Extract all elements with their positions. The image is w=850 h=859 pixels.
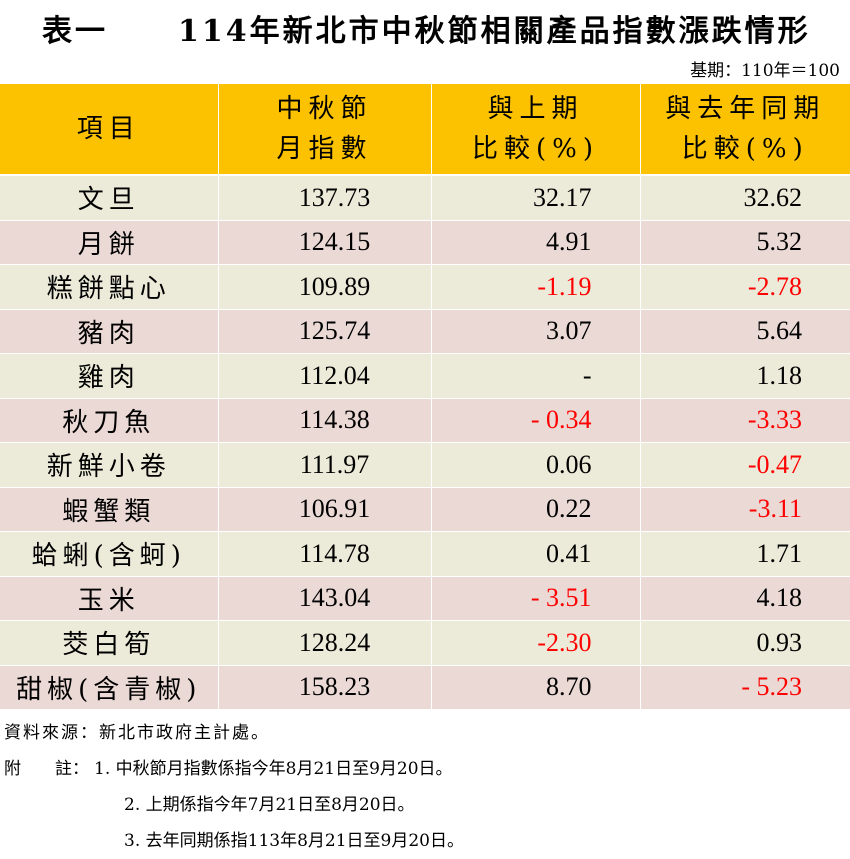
header-row: 項目 中秋節 月指數 與上期 比較(%) 與去年同期 比較(%) [0,84,850,175]
cell-yoy-change: 5.32 [639,219,850,265]
cell-yoy-change: 0.93 [639,620,850,665]
source-note: 資料來源：新北市政府主計處。 [4,723,270,743]
table-row: 蛤蜊(含蚵) 114.78 0.41 1.71 [0,531,850,576]
cell-prev-change: - [430,353,640,398]
cell-prev-change: 32.17 [430,174,640,220]
header-yoy-line2: 比較(%) [681,134,809,164]
header-index-line2: 月指數 [276,134,373,164]
cell-item: 玉米 [0,575,218,621]
table-row: 蝦蟹類 106.91 0.22 -3.11 [0,486,850,532]
table-row: 新鮮小卷 111.97 0.06 -0.47 [0,442,850,487]
cell-prev-change: 0.06 [430,442,640,487]
table-row: 茭白筍 128.24 -2.30 0.93 [0,620,850,665]
cell-prev-change: -1.19 [430,264,640,309]
cell-yoy-change: 1.71 [639,531,850,576]
cell-index: 137.73 [217,174,431,220]
price-index-table: 項目 中秋節 月指數 與上期 比較(%) 與去年同期 比較(%) 文旦 137.7… [0,84,850,709]
header-index-line1: 中秋節 [276,94,373,124]
cell-yoy-change: -3.11 [639,486,850,532]
cell-index: 114.78 [217,531,431,576]
cell-yoy-change: -3.33 [639,397,850,443]
cell-item: 蛤蜊(含蚵) [0,531,218,576]
table-row: 豬肉 125.74 3.07 5.64 [0,308,850,354]
cell-index: 109.89 [217,264,431,309]
table-row: 甜椒(含青椒) 158.23 8.70- 5.23 [0,664,850,709]
cell-yoy-change: -0.47 [639,442,850,487]
header-prev-line2: 比較(%) [472,134,599,164]
cell-index: 124.15 [217,219,431,265]
footnotes: 資料來源：新北市政府主計處。 附 註： 1. 中秋節月指數係指今年8月21日至9月… [4,715,464,859]
header-prev: 與上期 比較(%) [430,84,640,175]
cell-item: 月餅 [0,219,218,265]
table-row: 文旦 137.73 32.17 32.62 [0,174,850,220]
cell-index: 111.97 [217,442,431,487]
cell-index: 125.74 [217,308,431,354]
table-row: 月餅 124.15 4.91 5.32 [0,219,850,265]
table-number: 表一 [42,14,108,49]
base-period-note: 基期：110年＝100 [690,61,840,81]
cell-item: 新鮮小卷 [0,442,218,487]
footnote-label: 附 註： [4,759,89,779]
table-title: 表一 114年新北市中秋節相關產品指數漲跌情形 [0,6,850,49]
table-row: 秋刀魚 114.38- 0.34 -3.33 [0,397,850,443]
cell-item: 糕餅點心 [0,264,218,309]
footnote-1: 附 註： 1. 中秋節月指數係指今年8月21日至9月20日。 [4,751,464,787]
header-item: 項目 [0,84,218,175]
table-row: 雞肉 112.04-1.18 [0,353,850,398]
cell-prev-change: 3.07 [430,308,640,354]
table-row: 玉米 143.04- 3.51 4.18 [0,575,850,621]
cell-index: 128.24 [217,620,431,665]
cell-item: 蝦蟹類 [0,486,218,532]
cell-item: 雞肉 [0,353,218,398]
footnote-2-text: 2. 上期係指今年7月21日至8月20日。 [124,795,415,815]
cell-index: 114.38 [217,397,431,443]
cell-item: 文旦 [0,174,218,220]
footnote-1-text: 1. 中秋節月指數係指今年8月21日至9月20日。 [94,759,453,779]
table-title-text: 114年新北市中秋節相關產品指數漲跌情形 [178,14,811,49]
cell-prev-change: 4.91 [430,219,640,265]
cell-yoy-change: - 5.23 [639,664,850,709]
footnote-3-text: 3. 去年同期係指113年8月21日至9月20日。 [124,831,464,851]
cell-prev-change: - 3.51 [430,575,640,621]
cell-index: 158.23 [217,664,431,709]
cell-item: 秋刀魚 [0,397,218,443]
cell-prev-change: 0.22 [430,486,640,532]
table-row: 糕餅點心 109.89 -1.19 -2.78 [0,264,850,309]
header-yoy-line1: 與去年同期 [665,94,826,124]
cell-yoy-change: -2.78 [639,264,850,309]
cell-prev-change: - 0.34 [430,397,640,443]
cell-index: 143.04 [217,575,431,621]
header-index: 中秋節 月指數 [217,84,431,175]
header-yoy: 與去年同期 比較(%) [639,84,850,175]
cell-index: 112.04 [217,353,431,398]
header-prev-line1: 與上期 [487,94,584,124]
cell-yoy-change: 32.62 [639,174,850,220]
cell-prev-change: 0.41 [430,531,640,576]
cell-prev-change: 8.70 [430,664,640,709]
cell-yoy-change: 5.64 [639,308,850,354]
cell-yoy-change: 1.18 [639,353,850,398]
cell-index: 106.91 [217,486,431,532]
cell-item: 甜椒(含青椒) [0,664,218,709]
cell-prev-change: -2.30 [430,620,640,665]
footnote-2: 2. 上期係指今年7月21日至8月20日。 [4,787,464,823]
cell-yoy-change: 4.18 [639,575,850,621]
cell-item: 茭白筍 [0,620,218,665]
footnote-3: 3. 去年同期係指113年8月21日至9月20日。 [4,823,464,859]
cell-item: 豬肉 [0,308,218,354]
